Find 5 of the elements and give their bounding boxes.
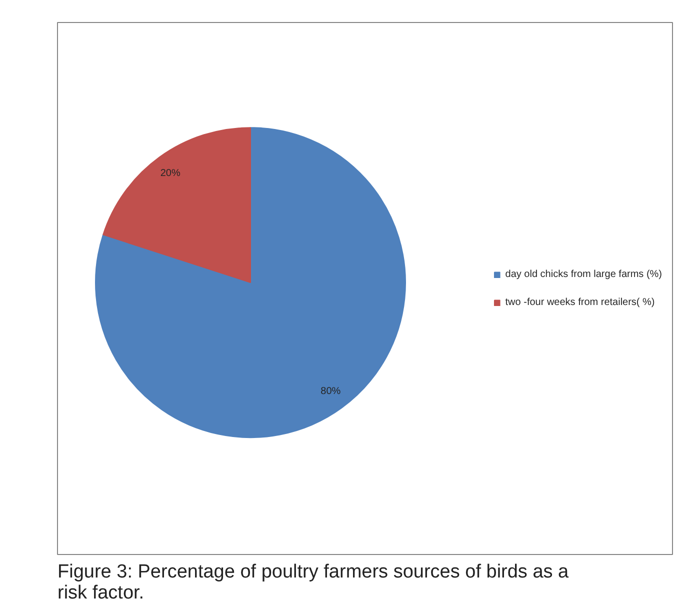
caption: Figure 3: Percentage of poultry farmers sources of birds as a risk factor. (58, 562, 570, 604)
legend-label: day old chicks from large farms (%) (505, 268, 662, 281)
data-label: 80% (320, 386, 341, 398)
data-label: 20% (160, 168, 180, 179)
legend-label: two -four weeks from retailers( %) (505, 296, 655, 309)
